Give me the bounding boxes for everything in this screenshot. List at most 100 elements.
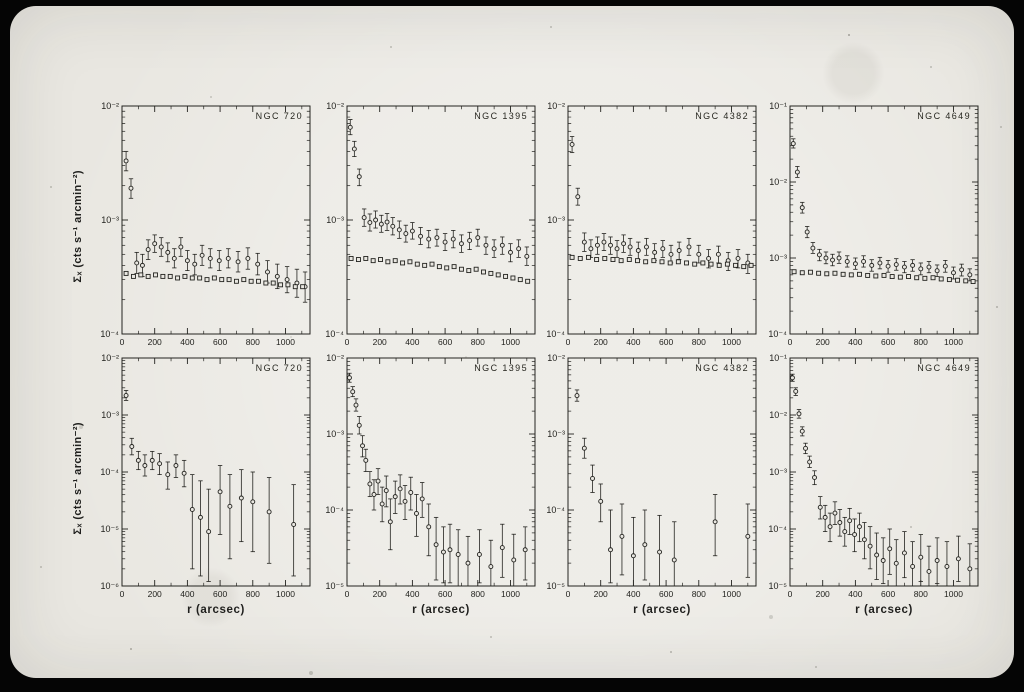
plot-panel-ngc720-bottom: 10⁻² 10⁻³ 10⁻⁴ 10⁻⁵ 10⁻⁶ 0 200 400 600 800 1000 NG… (86, 352, 313, 604)
svg-text:600: 600 (213, 589, 227, 599)
svg-text:10⁻³: 10⁻³ (547, 429, 565, 439)
svg-text:1000: 1000 (722, 337, 741, 347)
plot-panel-ngc1395-bottom: 10⁻² 10⁻³ 10⁻⁴ 10⁻⁵ 0 200 400 600 800 1000 NGC 13… (311, 352, 538, 604)
svg-text:1000: 1000 (501, 337, 520, 347)
svg-text:10⁻²: 10⁻² (547, 101, 565, 111)
plot-panel-ngc4382-bottom: 10⁻² 10⁻³ 10⁻⁴ 10⁻⁵ 0 200 400 600 800 1000 NGC 43… (532, 352, 759, 604)
panel-title: NGC 720 (255, 363, 303, 373)
panel-title: NGC 720 (255, 111, 303, 121)
svg-text:0: 0 (345, 589, 350, 599)
svg-text:10⁻⁵: 10⁻⁵ (547, 581, 566, 591)
svg-text:1000: 1000 (944, 589, 963, 599)
x-axis-label: r (arcsec) (633, 604, 691, 616)
svg-text:1000: 1000 (944, 337, 963, 347)
svg-text:0: 0 (120, 337, 125, 347)
svg-text:10⁻¹: 10⁻¹ (769, 353, 787, 363)
svg-text:10⁻⁴: 10⁻⁴ (100, 329, 119, 339)
panel-title: NGC 4649 (917, 111, 971, 121)
svg-text:1000: 1000 (722, 589, 741, 599)
panel-title: NGC 4649 (917, 363, 971, 373)
svg-text:10⁻³: 10⁻³ (101, 215, 119, 225)
plot-canvas: 10⁻² 10⁻³ 10⁻⁴0 200 400 600 800 1000 (546, 101, 757, 347)
panel-title: NGC 1395 (474, 363, 528, 373)
svg-text:10⁻⁴: 10⁻⁴ (325, 505, 344, 515)
svg-text:0: 0 (566, 337, 571, 347)
plot-panel-ngc4649-top: 10⁻¹ 10⁻² 10⁻³ 10⁻⁴ 0 200 400 600 800 1000 NGC 46… (754, 100, 981, 352)
svg-text:10⁻²: 10⁻² (101, 101, 119, 111)
svg-text:10⁻³: 10⁻³ (769, 253, 787, 263)
svg-text:800: 800 (471, 589, 485, 599)
svg-text:10⁻⁴: 10⁻⁴ (768, 329, 787, 339)
svg-text:10⁻³: 10⁻³ (547, 215, 565, 225)
svg-text:10⁻⁴: 10⁻⁴ (768, 524, 787, 534)
svg-text:200: 200 (148, 589, 162, 599)
svg-text:800: 800 (471, 337, 485, 347)
svg-text:400: 400 (848, 589, 862, 599)
svg-text:10⁻³: 10⁻³ (101, 410, 119, 420)
scanned-figure-page: Σₓ (cts s⁻¹ arcmin⁻²) Σₓ (cts s⁻¹ arcmin… (10, 6, 1014, 678)
x-axis-label: r (arcsec) (412, 604, 470, 616)
plot-canvas: 10⁻² 10⁻³ 10⁻⁴ 10⁻⁵0 200 400 600 800 1000 (325, 353, 536, 599)
svg-text:800: 800 (246, 589, 260, 599)
plot-panel-ngc4382-top: 10⁻² 10⁻³ 10⁻⁴ 0 200 400 600 800 1000 NGC 4382 (532, 100, 759, 352)
svg-text:200: 200 (373, 337, 387, 347)
svg-text:1000: 1000 (276, 337, 295, 347)
svg-text:400: 400 (180, 337, 194, 347)
svg-text:200: 200 (594, 337, 608, 347)
x-axis-label: r (arcsec) (187, 604, 245, 616)
svg-text:400: 400 (848, 337, 862, 347)
svg-text:800: 800 (692, 589, 706, 599)
svg-text:10⁻²: 10⁻² (326, 353, 344, 363)
svg-text:10⁻²: 10⁻² (326, 101, 344, 111)
svg-text:0: 0 (788, 337, 793, 347)
svg-text:400: 400 (405, 337, 419, 347)
svg-text:10⁻²: 10⁻² (101, 353, 119, 363)
svg-text:10⁻⁴: 10⁻⁴ (546, 505, 565, 515)
svg-text:10⁻⁵: 10⁻⁵ (326, 581, 345, 591)
svg-text:10⁻²: 10⁻² (769, 177, 787, 187)
svg-text:400: 400 (180, 589, 194, 599)
svg-text:600: 600 (438, 589, 452, 599)
svg-text:600: 600 (659, 589, 673, 599)
svg-text:600: 600 (213, 337, 227, 347)
svg-text:0: 0 (566, 589, 571, 599)
svg-text:1000: 1000 (276, 589, 295, 599)
plot-canvas: 10⁻² 10⁻³ 10⁻⁴ 10⁻⁵ 10⁻⁶0 200 400 600 800 1000 (100, 353, 311, 599)
plot-panel-ngc720-top: 10⁻² 10⁻³ 10⁻⁴ 0 200 400 600 800 1000 NGC 720 (86, 100, 313, 352)
svg-text:600: 600 (438, 337, 452, 347)
plot-panel-ngc4649-bottom: 10⁻¹ 10⁻² 10⁻³ 10⁻⁴ 10⁻⁵ 0 200 400 600 800 1000 NG… (754, 352, 981, 604)
svg-text:1000: 1000 (501, 589, 520, 599)
svg-text:400: 400 (405, 589, 419, 599)
plot-canvas: 10⁻² 10⁻³ 10⁻⁴0 200 400 600 800 1000 (325, 101, 536, 347)
svg-text:800: 800 (914, 337, 928, 347)
svg-text:800: 800 (692, 337, 706, 347)
svg-text:800: 800 (246, 337, 260, 347)
y-axis-label-text: Σₓ (cts s⁻¹ arcmin⁻²) (71, 169, 84, 283)
svg-text:10⁻²: 10⁻² (769, 410, 787, 420)
svg-text:200: 200 (373, 589, 387, 599)
svg-text:200: 200 (816, 589, 830, 599)
svg-text:10⁻³: 10⁻³ (769, 467, 787, 477)
svg-text:200: 200 (594, 589, 608, 599)
svg-text:10⁻⁴: 10⁻⁴ (325, 329, 344, 339)
x-axis-label: r (arcsec) (855, 604, 913, 616)
svg-text:10⁻⁶: 10⁻⁶ (101, 581, 120, 591)
svg-text:10⁻³: 10⁻³ (326, 215, 344, 225)
plot-canvas: 10⁻¹ 10⁻² 10⁻³ 10⁻⁴0 200 400 600 800 1000 (768, 101, 979, 347)
svg-text:10⁻³: 10⁻³ (326, 429, 344, 439)
plot-canvas: 10⁻² 10⁻³ 10⁻⁴ 10⁻⁵0 200 400 600 800 1000 (546, 353, 757, 599)
plot-canvas: 10⁻¹ 10⁻² 10⁻³ 10⁻⁴ 10⁻⁵0 200 400 600 800 1000 (768, 353, 979, 599)
svg-text:0: 0 (788, 589, 793, 599)
svg-text:600: 600 (659, 337, 673, 347)
svg-text:0: 0 (345, 337, 350, 347)
panel-title: NGC 1395 (474, 111, 528, 121)
svg-text:10⁻¹: 10⁻¹ (769, 101, 787, 111)
svg-text:200: 200 (148, 337, 162, 347)
svg-text:400: 400 (626, 589, 640, 599)
svg-text:10⁻⁵: 10⁻⁵ (769, 581, 788, 591)
svg-text:10⁻⁴: 10⁻⁴ (100, 467, 119, 477)
panel-title: NGC 4382 (695, 363, 749, 373)
svg-text:800: 800 (914, 589, 928, 599)
y-axis-label-text: Σₓ (cts s⁻¹ arcmin⁻²) (71, 421, 84, 535)
svg-text:0: 0 (120, 589, 125, 599)
